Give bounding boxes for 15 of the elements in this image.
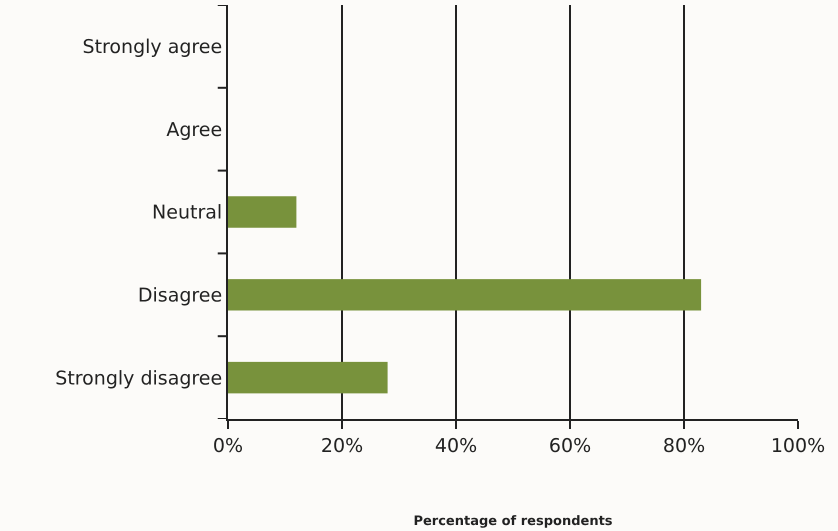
x-tick-label: 80% — [662, 434, 706, 457]
x-tick-label: 20% — [320, 434, 364, 457]
x-tick-label: 0% — [212, 434, 244, 457]
y-tick-label: Neutral — [152, 202, 222, 224]
y-tick-label: Agree — [166, 118, 222, 141]
x-tick-label: 40% — [434, 434, 478, 457]
bar — [228, 196, 296, 228]
x-tick-label: 60% — [548, 434, 592, 457]
x-tick-label: 100% — [770, 434, 826, 457]
y-tick-label: Strongly agree — [82, 36, 222, 58]
bar — [228, 279, 702, 311]
bar — [228, 362, 388, 394]
y-tick-label: Disagree — [138, 284, 222, 306]
y-tick-label: Strongly disagree — [55, 367, 222, 390]
x-axis-title: Percentage of respondents — [413, 514, 613, 529]
